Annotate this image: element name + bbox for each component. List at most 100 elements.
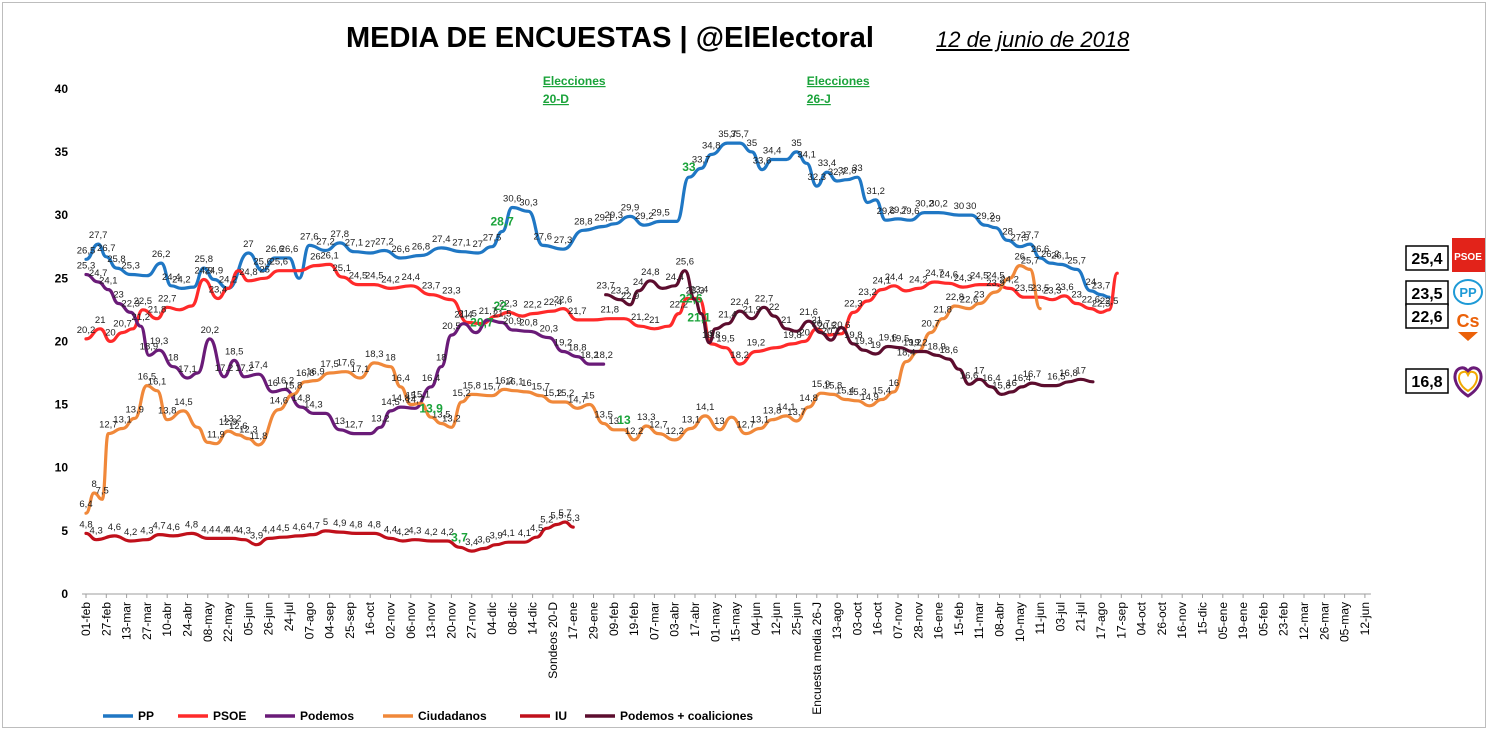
x-tick-label: 15-may: [729, 602, 743, 642]
data-label: 21,8: [600, 305, 619, 316]
y-tick-label: 0: [61, 587, 68, 601]
x-tick-label: 05-jun: [241, 602, 255, 635]
data-label: 15,3: [848, 387, 867, 398]
y-tick-label: 30: [55, 208, 69, 222]
data-label: 21,5: [493, 308, 512, 319]
data-label: 24,5: [970, 271, 989, 282]
data-label: 22,5: [134, 296, 153, 307]
data-label: 27: [365, 239, 376, 250]
data-label: 18,2: [594, 350, 613, 361]
data-label: 35: [747, 138, 758, 149]
x-tick-label: 26-jun: [262, 602, 276, 635]
data-label: 4,7: [307, 521, 320, 532]
data-label: 3,6: [477, 535, 490, 546]
data-label: 13: [714, 416, 725, 427]
data-label: 28: [1002, 226, 1013, 237]
data-label: 30,3: [519, 197, 538, 208]
data-label: 19: [704, 329, 715, 340]
data-label: 25,1: [333, 263, 352, 274]
data-label: 19,2: [903, 338, 922, 349]
data-label: 23,3: [611, 286, 630, 297]
data-label: 8: [91, 479, 96, 490]
data-label: 23,6: [1055, 282, 1074, 293]
x-tick-label: 04-dic: [485, 602, 499, 635]
x-tick-label: 12-mar: [1297, 602, 1311, 640]
x-tick-label: 03-abr: [668, 602, 682, 637]
x-tick-label: 16-oct: [871, 601, 885, 635]
data-label: 5,3: [567, 513, 580, 524]
data-label: 15,7: [531, 382, 550, 393]
data-label: 16,8: [296, 368, 315, 379]
data-label: 13,9: [125, 404, 144, 415]
data-label: 29,7: [889, 205, 908, 216]
x-tick-label: 27-nov: [465, 602, 479, 639]
data-label: 20,2: [201, 325, 220, 336]
data-label: 15,8: [284, 380, 303, 391]
data-label: 13,2: [371, 413, 390, 424]
data-label: 15,4: [836, 385, 855, 396]
data-label: 27: [473, 239, 484, 250]
data-label: 15,1: [412, 389, 431, 400]
data-label: 27,1: [452, 238, 471, 249]
data-label: 14,9: [860, 392, 879, 403]
data-label: 26,6: [280, 244, 299, 255]
x-tick-label: 07-nov: [891, 602, 905, 639]
data-label: 18,9: [927, 341, 946, 352]
data-label: 12,2: [665, 426, 684, 437]
data-label: 23,7: [1092, 281, 1111, 292]
data-label: 21: [649, 315, 660, 326]
data-label: 22,2: [523, 300, 542, 311]
series-line-pp: [84, 141, 1111, 299]
data-label: 20: [799, 327, 810, 338]
x-tick-label: 28-nov: [911, 602, 925, 639]
x-tick-label: 09-feb: [607, 602, 621, 636]
x-tick-label: 13-nov: [424, 602, 438, 639]
data-label: 17,2: [235, 363, 254, 374]
x-tick-label: 23-feb: [1277, 602, 1291, 636]
data-label: 13,5: [594, 409, 613, 420]
election-data-label: 28,7: [490, 215, 514, 229]
data-label: 26,2: [152, 249, 171, 260]
data-label: 22,4: [730, 297, 749, 308]
data-label: 12,6: [229, 421, 248, 432]
data-label: 13,8: [763, 406, 782, 417]
data-label: 21,6: [799, 307, 818, 318]
data-label: 24: [633, 277, 644, 288]
data-label: 5,2: [540, 514, 553, 525]
data-label: 14,3: [304, 399, 323, 410]
x-tick-label: 01-may: [708, 602, 722, 642]
data-label: 4,2: [124, 527, 137, 538]
series-line-podemos-coaliciones: [604, 269, 1095, 396]
election-annotation-line1: Elecciones: [543, 74, 606, 88]
data-label: 23,3: [1043, 286, 1062, 297]
data-label: 5: [323, 517, 328, 528]
data-label: 30,2: [915, 199, 934, 210]
data-label: 14,5: [381, 397, 400, 408]
data-label: 13,7: [787, 407, 806, 418]
data-label: 17,1: [178, 364, 197, 375]
data-label: 16,4: [391, 373, 410, 384]
data-label: 34,1: [797, 149, 816, 160]
data-label: 18,2: [730, 350, 749, 361]
x-tick-label: 27-mar: [140, 602, 154, 640]
data-label: 24,3: [954, 273, 973, 284]
data-label: 20,7: [812, 319, 831, 330]
data-label: 22,8: [946, 292, 965, 303]
data-label: 15,8: [462, 380, 481, 391]
data-label: 15,8: [992, 380, 1011, 391]
data-label: 27,7: [89, 230, 108, 241]
data-label: 18,2: [580, 350, 599, 361]
data-label: 4,4: [384, 524, 397, 535]
chart-axes: 0 5 10 15 20 25 30 35 40 01-feb 27-feb 13-mar 27-mar…: [55, 82, 1372, 715]
election-annotations: Elecciones 20-D Elecciones 26-J: [543, 74, 870, 106]
data-label: 13: [334, 416, 345, 427]
data-label: 21,2: [631, 312, 650, 323]
data-label: 25,6: [253, 257, 272, 268]
election-data-label: 22,6: [679, 292, 703, 306]
chart-date: 12 de junio de 2018: [936, 27, 1130, 52]
data-label: 15,2: [452, 388, 471, 399]
data-label: 25,7: [1021, 255, 1040, 266]
data-label: 24,6: [940, 269, 959, 280]
x-tick-label: 13-mar: [120, 602, 134, 640]
data-label: 24,2: [909, 274, 928, 285]
